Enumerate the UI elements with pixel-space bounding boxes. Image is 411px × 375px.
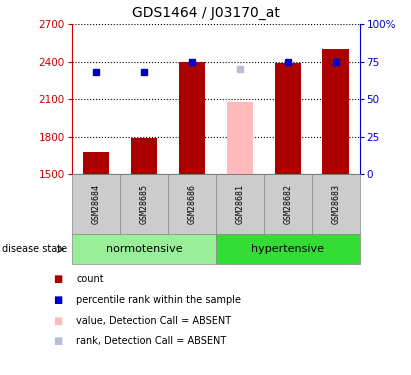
Text: count: count bbox=[76, 274, 104, 284]
Bar bbox=[216, 174, 264, 234]
Bar bbox=[264, 174, 312, 234]
Text: GSM28685: GSM28685 bbox=[139, 184, 148, 224]
Text: ■: ■ bbox=[53, 316, 63, 326]
Bar bbox=[72, 234, 216, 264]
Bar bbox=[131, 138, 157, 174]
Text: ■: ■ bbox=[53, 336, 63, 346]
Bar bbox=[72, 174, 120, 234]
Bar bbox=[120, 174, 168, 234]
Text: GSM28681: GSM28681 bbox=[235, 184, 244, 224]
Bar bbox=[83, 152, 109, 174]
Text: ■: ■ bbox=[53, 274, 63, 284]
Text: ■: ■ bbox=[53, 295, 63, 305]
Bar bbox=[323, 50, 349, 174]
Text: value, Detection Call = ABSENT: value, Detection Call = ABSENT bbox=[76, 316, 231, 326]
Text: rank, Detection Call = ABSENT: rank, Detection Call = ABSENT bbox=[76, 336, 226, 346]
Text: GSM28686: GSM28686 bbox=[187, 184, 196, 224]
Bar bbox=[312, 174, 360, 234]
Bar bbox=[226, 102, 253, 174]
Text: disease state: disease state bbox=[2, 244, 67, 254]
Bar bbox=[275, 63, 301, 174]
Bar bbox=[179, 62, 205, 174]
Text: GDS1464 / J03170_at: GDS1464 / J03170_at bbox=[132, 6, 279, 20]
Text: hypertensive: hypertensive bbox=[251, 244, 324, 254]
Text: GSM28684: GSM28684 bbox=[91, 184, 100, 224]
Text: GSM28683: GSM28683 bbox=[331, 184, 340, 224]
Bar bbox=[168, 174, 216, 234]
Text: GSM28682: GSM28682 bbox=[283, 184, 292, 224]
Bar bbox=[216, 234, 360, 264]
Text: normotensive: normotensive bbox=[106, 244, 182, 254]
Text: percentile rank within the sample: percentile rank within the sample bbox=[76, 295, 241, 305]
